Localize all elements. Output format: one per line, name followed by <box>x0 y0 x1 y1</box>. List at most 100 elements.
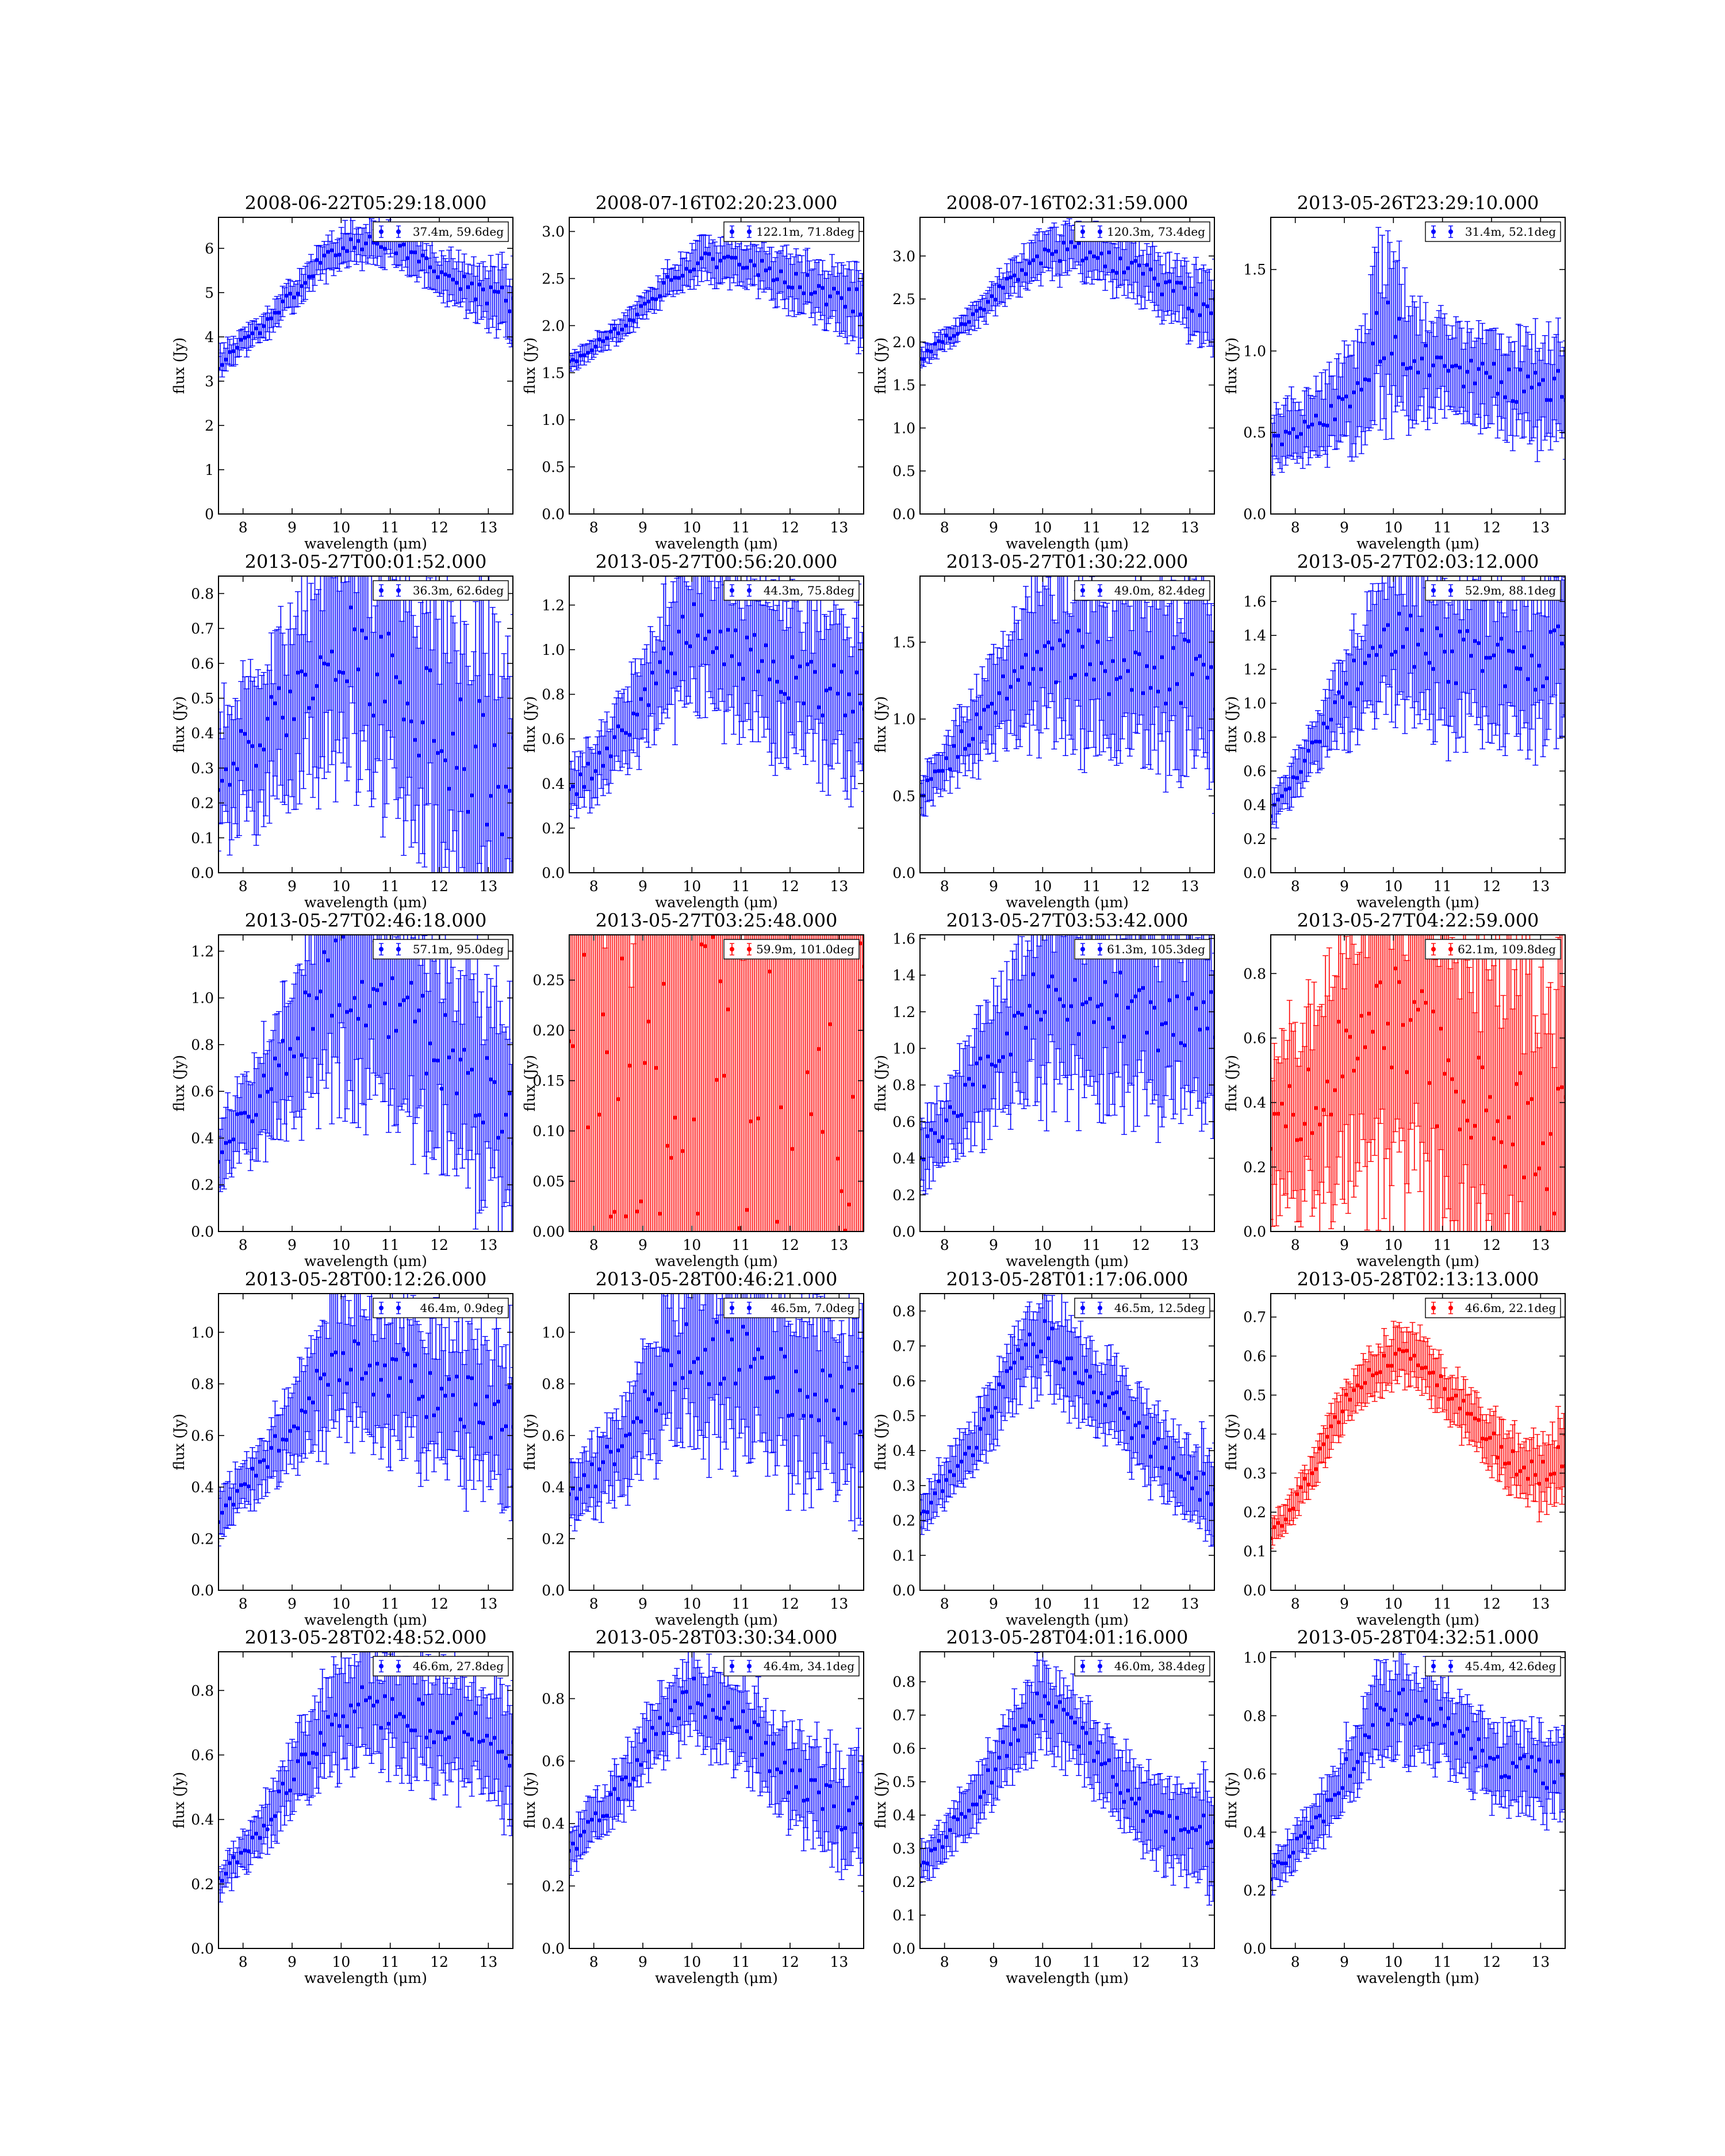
data-point <box>262 747 266 752</box>
data-point <box>914 358 918 362</box>
data-point <box>1525 677 1530 681</box>
data-point <box>1329 404 1333 408</box>
data-point <box>1503 395 1508 400</box>
x-tick-label: 10 <box>683 519 701 536</box>
data-point <box>1378 359 1383 364</box>
data-point <box>1306 424 1311 429</box>
data-point <box>1302 419 1307 424</box>
data-point <box>1295 435 1300 439</box>
data-point <box>409 719 413 724</box>
y-tick-label: 1.6 <box>1243 593 1266 610</box>
data-point <box>1370 341 1375 346</box>
subplot-4: 2013-05-26T23:29:10.000 8 9 10 11 12 13 0.0 0.5 1… <box>1223 192 1566 552</box>
x-tick-label: 13 <box>479 519 497 536</box>
data-point <box>597 750 601 755</box>
data-point <box>1099 661 1104 665</box>
data-point <box>466 285 470 290</box>
data-point <box>816 283 821 288</box>
subplot-title: 2008-07-16T02:31:59.000 <box>946 192 1189 214</box>
data-point <box>764 268 768 273</box>
data-point <box>748 647 753 652</box>
y-tick-label: 0.4 <box>1243 797 1266 814</box>
data-point <box>1442 363 1447 369</box>
data-point <box>669 278 674 282</box>
data-point <box>439 749 444 754</box>
subplot-title: 2013-05-27T00:56:20.000 <box>596 551 838 573</box>
data-point <box>401 242 406 247</box>
data-point <box>1382 356 1386 360</box>
data-point <box>1190 672 1195 677</box>
data-point <box>986 704 990 709</box>
y-tick-label: 5 <box>205 285 214 301</box>
x-tick-label: 8 <box>589 519 599 536</box>
data-series <box>569 576 864 819</box>
data-point <box>1559 394 1564 399</box>
data-point <box>1054 680 1059 685</box>
data-point <box>661 646 666 651</box>
data-point <box>337 670 342 674</box>
y-tick-label: 3 <box>205 373 214 390</box>
data-point <box>1129 260 1134 265</box>
data-point <box>273 310 278 315</box>
x-tick-label: 10 <box>332 519 350 536</box>
legend-marker-point <box>1080 588 1085 593</box>
data-point <box>360 628 365 633</box>
data-point <box>1537 382 1542 386</box>
data-point <box>1031 258 1036 263</box>
data-point <box>604 746 610 751</box>
x-tick-label: 9 <box>989 519 998 536</box>
data-point <box>1095 256 1100 260</box>
data-point <box>737 262 742 267</box>
data-point <box>458 697 463 702</box>
x-tick-label: 12 <box>1482 519 1501 536</box>
data-point <box>997 691 1002 696</box>
data-point <box>1344 394 1348 399</box>
data-point <box>1506 649 1511 653</box>
x-tick-label: 13 <box>1531 878 1550 895</box>
data-point <box>1540 684 1546 689</box>
data-point <box>1084 256 1088 261</box>
data-point <box>971 736 975 741</box>
data-point <box>1348 404 1352 409</box>
data-point <box>1276 433 1281 438</box>
data-point <box>1359 388 1364 392</box>
data-point <box>1080 258 1085 263</box>
data-point <box>334 677 338 682</box>
data-point <box>1499 636 1504 641</box>
data-point <box>1012 273 1017 278</box>
data-point <box>1205 676 1210 680</box>
data-point <box>812 290 818 295</box>
legend-marker-point <box>379 229 384 234</box>
data-point <box>760 659 764 663</box>
data-point <box>1405 627 1409 631</box>
data-point <box>352 627 357 632</box>
data-point <box>1310 740 1314 745</box>
data-point <box>469 793 474 798</box>
data-point <box>481 287 485 292</box>
data-point <box>292 717 296 722</box>
data-point <box>500 285 504 290</box>
data-point <box>352 245 357 250</box>
data-point <box>707 252 711 256</box>
data-point <box>1061 643 1066 648</box>
data-point <box>1126 266 1130 271</box>
data-point <box>292 295 296 300</box>
data-point <box>1370 646 1375 650</box>
legend: 31.4m, 52.1deg <box>1425 221 1561 242</box>
data-point <box>220 1150 224 1154</box>
data-point <box>394 675 398 680</box>
subplot-title: 2013-05-27T00:01:52.000 <box>245 551 487 573</box>
data-point <box>235 767 240 772</box>
data-point <box>382 699 387 704</box>
data-point <box>1378 644 1383 649</box>
y-tick-label: 1.2 <box>542 597 565 613</box>
y-tick-label: 2 <box>205 417 214 434</box>
data-point <box>752 632 757 637</box>
data-point <box>665 669 670 674</box>
data-point <box>424 666 429 670</box>
data-point <box>1314 739 1318 744</box>
data-point <box>589 776 594 781</box>
data-point <box>574 792 579 796</box>
data-point <box>1114 677 1119 681</box>
